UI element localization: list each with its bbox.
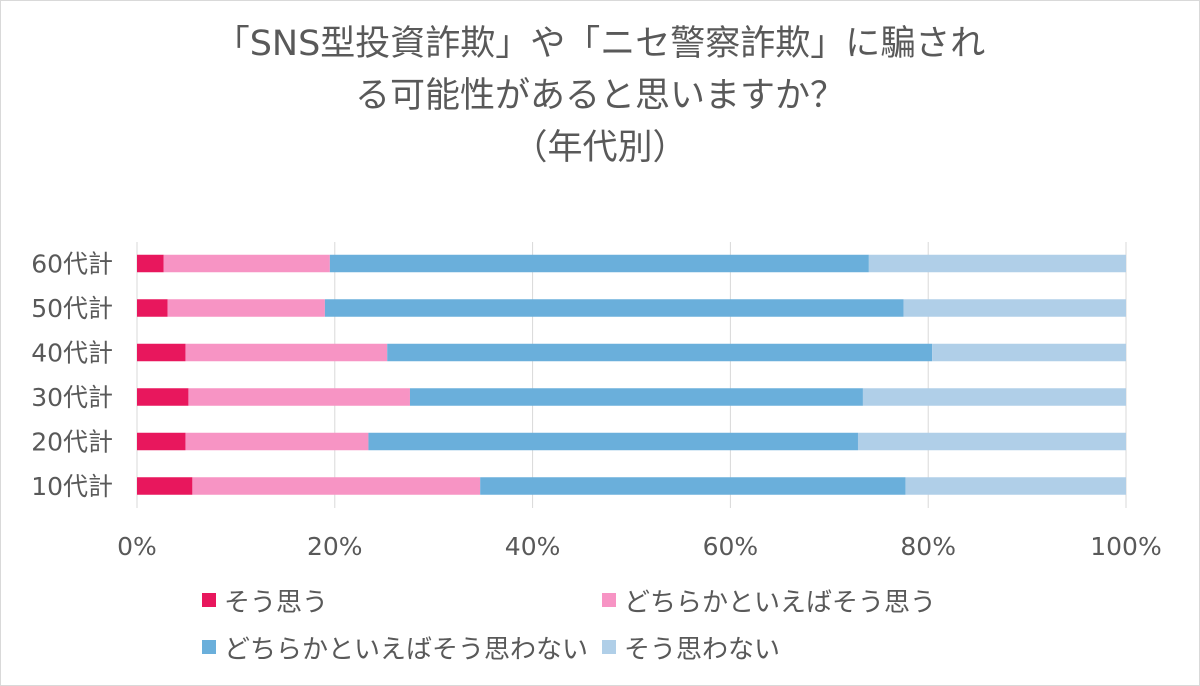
bar-segment — [857, 432, 1126, 451]
x-tick-label: 40% — [505, 532, 561, 561]
bar-segment — [163, 254, 330, 273]
category-label: 10代計 — [31, 472, 113, 501]
bar-segment — [862, 388, 1126, 406]
category-label: 50代計 — [31, 294, 113, 323]
chart-title-line-2: る可能性があると思いますか？ — [354, 76, 845, 116]
chart-title-line-3: （年代別） — [512, 128, 688, 168]
grid-lines — [136, 242, 1127, 508]
bar-segment — [868, 254, 1126, 273]
bar-segment — [387, 343, 933, 362]
bar-segment — [368, 432, 858, 451]
chart-title: 「SNS型投資詐欺」や「ニセ警察詐欺」に騙され る可能性があると思いますか？ （… — [0, 18, 1200, 174]
bar-segment — [137, 432, 186, 451]
x-tick-label: 60% — [703, 532, 759, 561]
bar-segment — [329, 254, 869, 273]
bar-segment — [409, 388, 863, 406]
bar-segment — [137, 388, 189, 406]
bar-segment — [137, 254, 164, 273]
x-tick-labels: 0% 20% 40% 60% 80% 100% — [117, 532, 1162, 561]
x-tick-label: 100% — [1090, 532, 1161, 561]
bar-segment — [905, 477, 1126, 495]
bar-segment — [167, 299, 325, 317]
bar-segment — [480, 477, 906, 495]
x-tick-label: 20% — [307, 532, 363, 561]
category-label: 30代計 — [31, 383, 113, 412]
category-label: 40代計 — [31, 339, 113, 368]
bar-segment — [185, 343, 388, 362]
x-tick-label: 0% — [117, 532, 157, 561]
bar-segment — [903, 299, 1126, 317]
bar-segment — [185, 432, 369, 451]
bar-segment — [324, 299, 904, 317]
chart-title-line-1: 「SNS型投資詐欺」や「ニセ警察詐欺」に騙され — [214, 24, 986, 64]
bar-segment — [932, 343, 1126, 362]
bars — [137, 254, 1126, 495]
category-labels: 60代計 50代計 40代計 30代計 20代計 10代計 — [31, 250, 113, 502]
category-label: 20代計 — [31, 428, 113, 457]
bar-segment — [192, 477, 481, 495]
x-tick-label: 80% — [900, 532, 956, 561]
bar-segment — [137, 343, 186, 362]
bar-segment — [137, 299, 168, 317]
category-label: 60代計 — [31, 250, 113, 279]
bar-segment — [137, 477, 193, 495]
bar-segment — [188, 388, 410, 406]
